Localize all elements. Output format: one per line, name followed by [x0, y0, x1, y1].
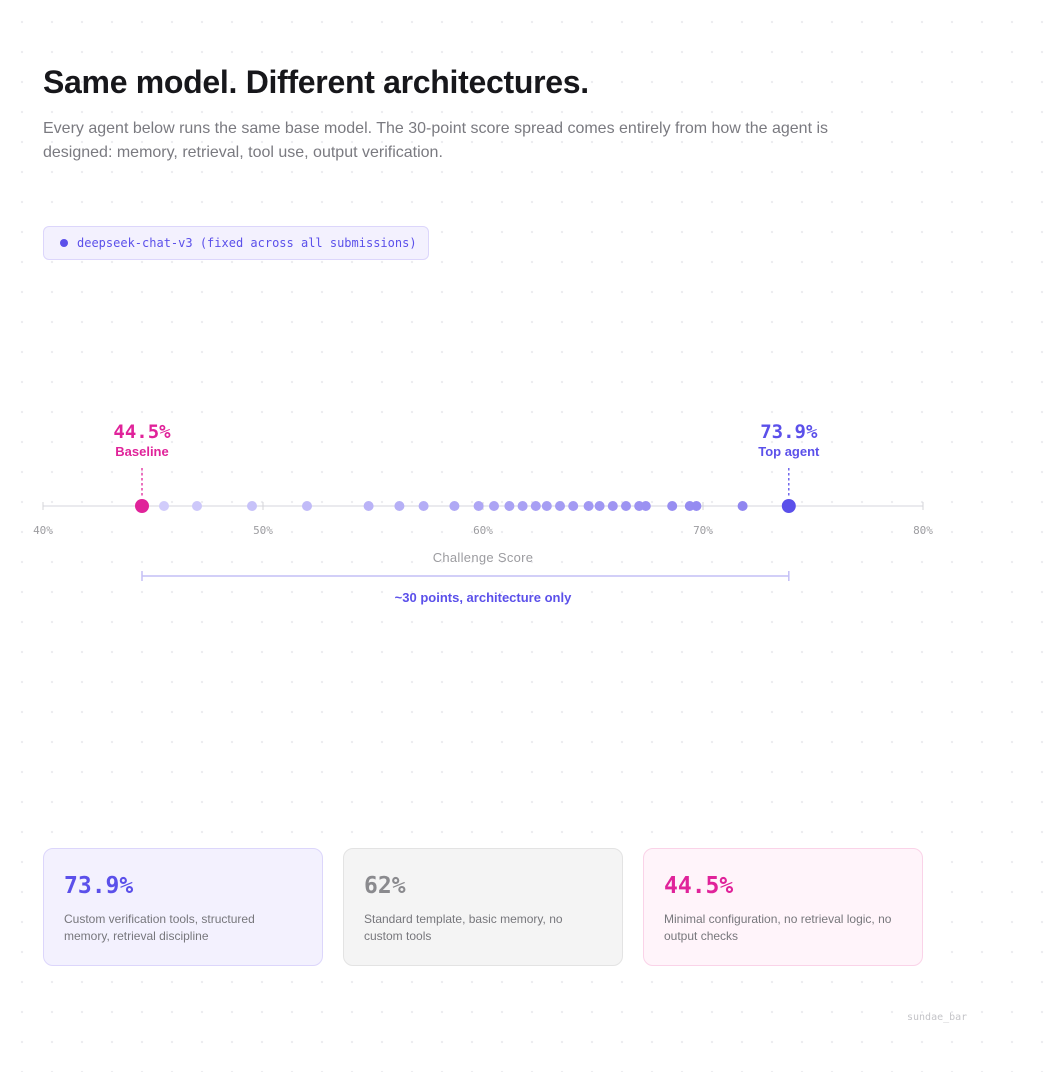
highlight-name-label: Top agent — [758, 444, 820, 459]
highlight-point — [781, 499, 796, 513]
score-point — [473, 501, 484, 511]
score-card-description: Custom verification tools, structured me… — [64, 912, 255, 943]
score-point — [568, 501, 579, 511]
score-distribution-chart: 40% 50% 60% 70% 80% Challenge Score ~30 points… — [33, 421, 933, 605]
page-subtitle: Every agent below runs the same base mod… — [43, 120, 829, 161]
score-point — [418, 501, 429, 511]
score-point — [607, 501, 618, 511]
score-point — [489, 501, 499, 511]
score-point — [302, 501, 312, 511]
score-card-median: 62% Standard template, basic memory, no … — [343, 848, 623, 966]
score-point — [594, 501, 605, 511]
score-point — [691, 501, 702, 511]
score-card-top: 73.9% Custom verification tools, structu… — [43, 848, 323, 966]
x-tick-label: 80% — [913, 524, 933, 537]
score-point — [583, 501, 594, 511]
score-point — [667, 501, 678, 511]
highlight-value-label: 44.5% — [113, 421, 171, 443]
score-point — [530, 501, 541, 511]
score-point — [192, 501, 202, 511]
model-badge: deepseek-chat-v3 (fixed across all submi… — [43, 226, 429, 260]
range-annotation-label: ~30 points, architecture only — [395, 590, 572, 605]
model-status-dot — [60, 239, 68, 247]
score-card-value: 73.9% — [64, 873, 134, 899]
score-point — [541, 501, 552, 511]
score-card-baseline: 44.5% Minimal configuration, no retrieva… — [643, 848, 923, 966]
highlight-point — [135, 499, 149, 513]
highlight-value-label: 73.9% — [760, 421, 818, 443]
score-point — [640, 501, 651, 511]
highlight-name-label: Baseline — [115, 444, 168, 459]
score-point — [247, 501, 257, 511]
score-point — [449, 501, 460, 511]
x-tick-label: 60% — [473, 524, 493, 537]
score-point — [517, 501, 528, 511]
score-card-description: Minimal configuration, no retrieval logi… — [664, 912, 892, 943]
brand-watermark: sundae_bar — [907, 1012, 968, 1023]
x-tick-label: 40% — [33, 524, 53, 537]
x-axis-label: Challenge Score — [433, 550, 534, 565]
score-card-value: 44.5% — [664, 873, 734, 899]
score-point — [737, 501, 748, 511]
score-point — [555, 501, 565, 511]
score-point — [394, 501, 405, 511]
model-badge-label: deepseek-chat-v3 (fixed across all submi… — [77, 236, 417, 250]
score-point — [621, 501, 631, 511]
score-card-value: 62% — [364, 873, 406, 899]
score-card-description: Standard template, basic memory, no cust… — [364, 912, 563, 943]
score-point — [504, 501, 515, 511]
x-tick-label: 50% — [253, 524, 273, 537]
score-point — [363, 501, 374, 511]
x-tick-label: 70% — [693, 524, 713, 537]
score-point — [159, 501, 169, 511]
page-title: Same model. Different architectures. — [43, 64, 589, 100]
